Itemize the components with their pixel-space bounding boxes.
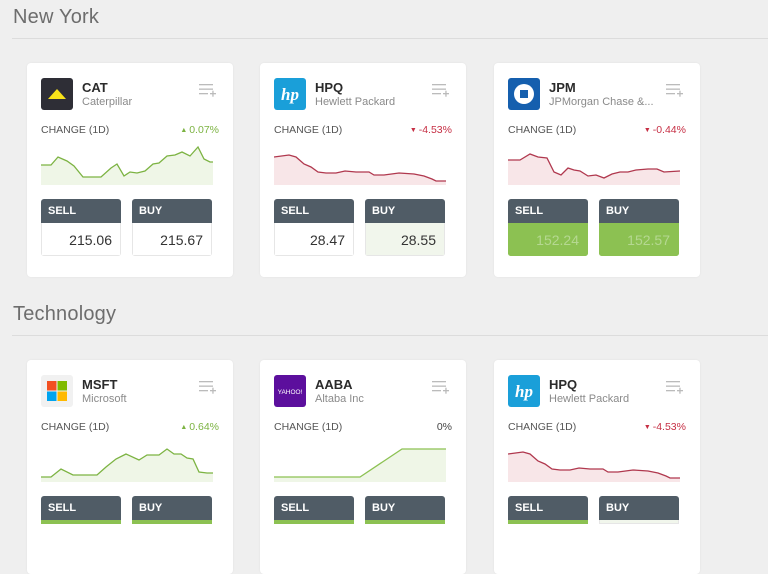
svg-text:hp: hp: [281, 85, 299, 104]
buy-price: 152.57: [599, 223, 679, 256]
ticker-symbol[interactable]: HPQ: [549, 377, 578, 392]
buy-price: [365, 520, 445, 524]
chase-logo-icon: [508, 78, 540, 110]
sell-button[interactable]: SELL: [274, 496, 354, 553]
ticker-symbol[interactable]: MSFT: [82, 377, 118, 392]
buy-price: [132, 520, 212, 524]
hp-logo-icon: hp: [508, 375, 540, 407]
caterpillar-logo-icon: [41, 78, 73, 110]
sell-button[interactable]: SELL 215.06: [41, 199, 121, 256]
sell-button[interactable]: SELL: [41, 496, 121, 553]
sparkline-chart: [41, 448, 213, 482]
change-value: ▼ -4.53%: [643, 421, 686, 433]
buy-button[interactable]: BUY 215.67: [132, 199, 212, 256]
buy-button[interactable]: BUY: [132, 496, 212, 553]
change-label: CHANGE (1D): [41, 124, 110, 136]
ticker-symbol[interactable]: CAT: [82, 80, 108, 95]
buy-label: BUY: [132, 199, 212, 223]
change-value: ▼ -4.53%: [409, 124, 452, 136]
section-title-technology: Technology: [13, 303, 117, 325]
buy-button[interactable]: BUY 152.57: [599, 199, 679, 256]
change-label: CHANGE (1D): [41, 421, 110, 433]
company-name: Hewlett Packard: [315, 96, 396, 108]
company-name: Altaba Inc: [315, 393, 364, 405]
add-to-watchlist-icon[interactable]: [666, 380, 684, 394]
sell-label: SELL: [274, 496, 354, 520]
sparkline-chart: [508, 153, 680, 185]
add-to-watchlist-icon[interactable]: [666, 83, 684, 97]
svg-text:YAHOO!: YAHOO!: [278, 389, 303, 396]
instrument-card[interactable]: hp HPQ Hewlett Packard CHANGE (1D) ▼ -4.…: [260, 63, 466, 277]
hp-logo-icon: hp: [274, 78, 306, 110]
microsoft-logo-icon: [41, 375, 73, 407]
change-arrow-icon: ▼: [643, 424, 653, 431]
sell-label: SELL: [508, 199, 588, 223]
section-divider: [12, 38, 768, 39]
change-label: CHANGE (1D): [508, 421, 577, 433]
company-name: JPMorgan Chase &...: [549, 96, 654, 108]
sell-price: [508, 520, 588, 524]
sparkline-chart: [508, 451, 680, 482]
buy-price: [599, 520, 679, 524]
change-value: 0%: [436, 421, 452, 433]
sparkline-chart: [274, 448, 446, 482]
change-arrow-icon: ▲: [180, 424, 190, 431]
svg-text:hp: hp: [515, 382, 533, 401]
add-to-watchlist-icon[interactable]: [432, 380, 450, 394]
change-label: CHANGE (1D): [508, 124, 577, 136]
change-arrow-icon: ▼: [643, 127, 653, 134]
buy-button[interactable]: BUY: [365, 496, 445, 553]
sell-label: SELL: [41, 496, 121, 520]
company-name: Caterpillar: [82, 96, 133, 108]
sell-price: 152.24: [508, 223, 588, 256]
sell-button[interactable]: SELL 28.47: [274, 199, 354, 256]
section-divider: [12, 335, 768, 336]
yahoo-logo-icon: YAHOO!: [274, 375, 306, 407]
buy-button[interactable]: BUY: [599, 496, 679, 553]
ticker-symbol[interactable]: JPM: [549, 80, 576, 95]
change-value: ▼ -0.44%: [643, 124, 686, 136]
buy-label: BUY: [132, 496, 212, 520]
change-value: ▲ 0.07%: [180, 124, 219, 136]
instrument-card[interactable]: YAHOO! AABA Altaba Inc CHANGE (1D) 0% SE…: [260, 360, 466, 574]
ticker-symbol[interactable]: AABA: [315, 377, 353, 392]
section-title-new-york: New York: [13, 6, 100, 28]
sell-price: 215.06: [41, 223, 121, 256]
buy-price: 215.67: [132, 223, 212, 256]
company-name: Microsoft: [82, 393, 127, 405]
buy-label: BUY: [599, 496, 679, 520]
instrument-card[interactable]: hp HPQ Hewlett Packard CHANGE (1D) ▼ -4.…: [494, 360, 700, 574]
sell-label: SELL: [274, 199, 354, 223]
buy-label: BUY: [365, 496, 445, 520]
change-value: ▲ 0.64%: [180, 421, 219, 433]
change-arrow-icon: ▲: [180, 127, 190, 134]
sell-button[interactable]: SELL 152.24: [508, 199, 588, 256]
change-label: CHANGE (1D): [274, 124, 343, 136]
add-to-watchlist-icon[interactable]: [199, 380, 217, 394]
sparkline-chart: [41, 145, 213, 185]
change-label: CHANGE (1D): [274, 421, 343, 433]
change-arrow-icon: ▼: [409, 127, 419, 134]
sparkline-chart: [274, 154, 446, 185]
sell-label: SELL: [41, 199, 121, 223]
instrument-card[interactable]: CAT Caterpillar CHANGE (1D) ▲ 0.07% SELL…: [27, 63, 233, 277]
add-to-watchlist-icon[interactable]: [432, 83, 450, 97]
buy-price: 28.55: [365, 223, 445, 256]
company-name: Hewlett Packard: [549, 393, 630, 405]
buy-label: BUY: [365, 199, 445, 223]
sell-price: [274, 520, 354, 524]
instrument-card[interactable]: MSFT Microsoft CHANGE (1D) ▲ 0.64% SELL …: [27, 360, 233, 574]
add-to-watchlist-icon[interactable]: [199, 83, 217, 97]
sell-button[interactable]: SELL: [508, 496, 588, 553]
ticker-symbol[interactable]: HPQ: [315, 80, 344, 95]
buy-label: BUY: [599, 199, 679, 223]
instrument-card[interactable]: JPM JPMorgan Chase &... CHANGE (1D) ▼ -0…: [494, 63, 700, 277]
buy-button[interactable]: BUY 28.55: [365, 199, 445, 256]
sell-price: [41, 520, 121, 524]
sell-label: SELL: [508, 496, 588, 520]
sell-price: 28.47: [274, 223, 354, 256]
